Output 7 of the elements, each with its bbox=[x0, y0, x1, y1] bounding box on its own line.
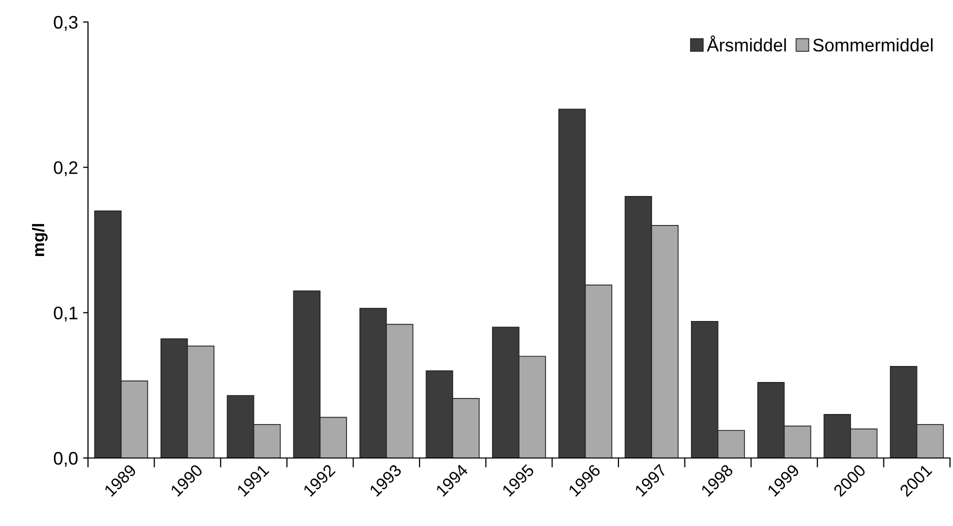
y-tick-label: 0,2 bbox=[54, 161, 78, 176]
legend-label: Årsmiddel bbox=[706, 36, 786, 52]
y-axis-title: mg/l bbox=[32, 224, 48, 256]
y-tick-label: 0,0 bbox=[54, 452, 78, 467]
y-tick-label: 0,3 bbox=[54, 16, 78, 31]
legend-label: Sommermiddel bbox=[813, 38, 933, 52]
y-tick-label: 0,1 bbox=[54, 306, 78, 322]
